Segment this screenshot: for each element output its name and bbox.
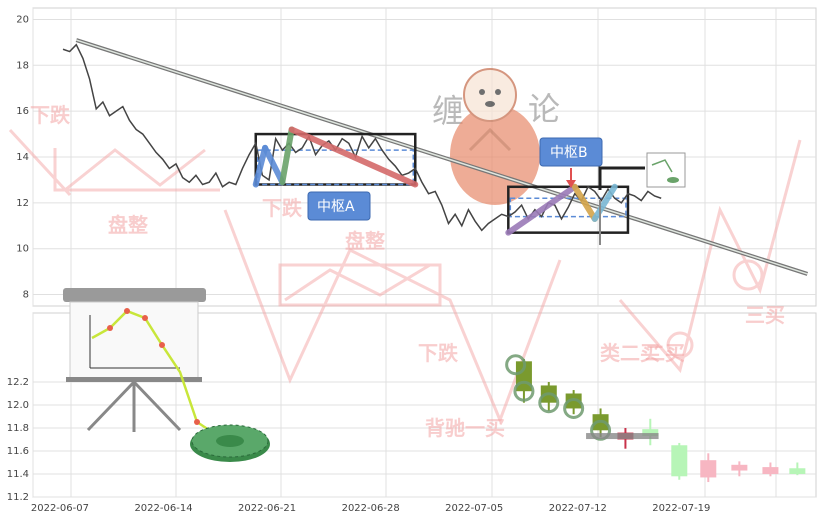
candle-body-10: [789, 468, 806, 474]
main-ytick-label: 12: [16, 198, 29, 209]
wm-label-0: 下跌: [30, 103, 71, 127]
bi-stroke-1: [262, 144, 286, 186]
ring-marker-2: [563, 397, 585, 419]
wm-label-7: 二买: [645, 341, 685, 365]
candle-body-5: [642, 429, 659, 437]
pivot-b-label: 中枢B: [550, 145, 588, 161]
price-line: [62, 43, 662, 232]
main-ytick-label: 10: [16, 244, 29, 255]
lower-ytick-label: 11.2: [7, 492, 29, 503]
wm-title-right: 论: [528, 90, 560, 128]
pivot-a-label-box: 中枢A: [307, 191, 371, 221]
xtick-label: 2022-07-19: [652, 503, 710, 514]
pivot-a-label: 中枢A: [317, 199, 355, 215]
wm-label-5: 背驰一买: [425, 416, 505, 440]
candle-body-2: [565, 393, 582, 409]
ring-marker-4: [505, 354, 527, 376]
candle-body-9: [762, 467, 779, 474]
trendline-core: [76, 39, 808, 275]
lower-ytick-label: 11.8: [7, 423, 29, 434]
ring-marker-3: [590, 419, 612, 441]
wm-label-3: 盘整: [345, 229, 385, 253]
axis-ticks: 201816141210812.212.011.811.611.411.2202…: [7, 14, 711, 514]
wm-label-2: 盘整: [108, 213, 148, 237]
candlestick-series: [505, 354, 806, 483]
level-bar: [586, 433, 659, 440]
main-ytick-label: 18: [16, 60, 29, 71]
xtick-label: 2022-06-07: [31, 503, 89, 514]
lower-ytick-label: 12.0: [7, 400, 29, 411]
xtick-label: 2022-07-12: [549, 503, 607, 514]
lower-ytick-label: 11.4: [7, 469, 29, 480]
xtick-label: 2022-06-28: [342, 503, 400, 514]
pivot-b-extension: [598, 166, 645, 245]
wm-label-4: 下跌: [418, 341, 459, 365]
wm-label-8: 类二买: [600, 341, 660, 365]
candle-body-7: [700, 460, 717, 478]
main-ytick-label: 14: [16, 152, 29, 163]
lower-ytick-label: 12.2: [7, 377, 29, 388]
wm-label-1: 下跌: [262, 196, 303, 220]
bi-stroke-4: [505, 183, 578, 236]
xtick-label: 2022-07-05: [445, 503, 503, 514]
xtick-label: 2022-06-14: [134, 503, 192, 514]
price-series: [62, 43, 662, 232]
bi-stroke-5: [571, 183, 598, 222]
bi-stroke-6: [591, 183, 618, 222]
candle-body-6: [671, 445, 688, 477]
wm-title-left: 缠: [432, 92, 464, 130]
lower-ytick-label: 11.6: [7, 446, 29, 457]
candle-body-8: [731, 464, 748, 471]
arrow-down-icon: [566, 168, 576, 188]
bi-stroke-2: [279, 126, 295, 186]
watermark-layer: [8, 128, 802, 425]
wm-label-6: 三买: [745, 303, 785, 327]
bi-strokes: [252, 126, 618, 236]
pivot-b-label-box: 中枢B: [539, 137, 603, 167]
pivot-inner-1: [509, 197, 627, 218]
easel-chart-icon: [63, 288, 219, 438]
watermark-text: 下跌 下跌 盘整 盘整 下跌 背驰一买 三买 二买 类二买 缠 论: [30, 90, 785, 440]
ring-marker-1: [538, 392, 560, 414]
bi-stroke-3: [288, 126, 419, 188]
pivot-box-1: [507, 185, 630, 234]
bi-stroke-0: [252, 144, 269, 188]
main-ytick-label: 16: [16, 106, 29, 117]
xtick-label: 2022-06-21: [238, 503, 296, 514]
round-mat-icon: [190, 424, 270, 462]
mini-chart-icon: [646, 152, 686, 188]
main-ytick-label: 20: [16, 14, 29, 25]
ring-marker-0: [513, 380, 535, 402]
main-ytick-label: 8: [23, 290, 29, 301]
trendline: [75, 38, 809, 276]
pivot-boxes: [254, 132, 630, 234]
